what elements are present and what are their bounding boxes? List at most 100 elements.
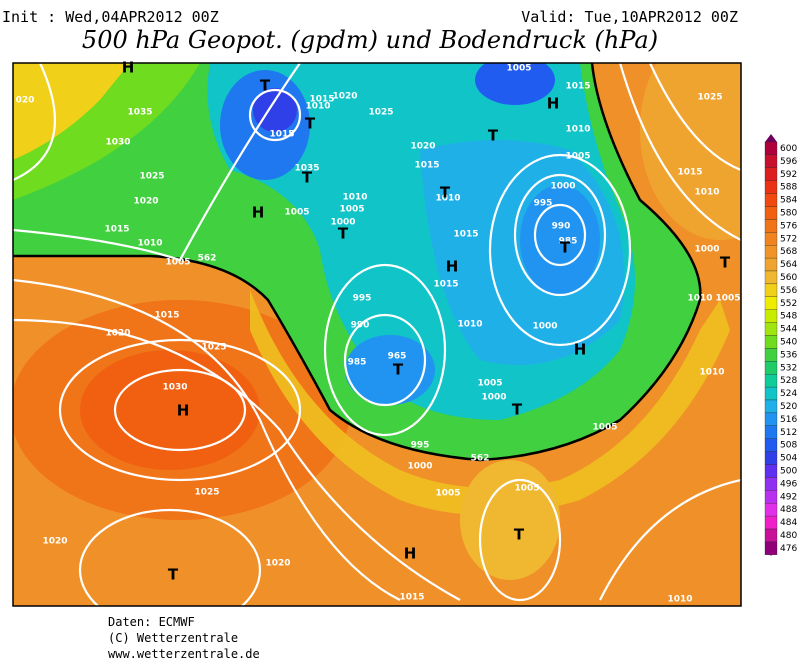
isobar-label: 1025 bbox=[201, 343, 226, 353]
isobar-label: 1015 bbox=[154, 311, 179, 321]
isobar-label: 1020 bbox=[410, 142, 435, 152]
isobar-label: 1020 bbox=[265, 559, 290, 569]
colorbar-swatch bbox=[764, 193, 778, 207]
colorbar-swatch bbox=[764, 451, 778, 465]
isobar-label: 1010 bbox=[699, 368, 724, 378]
colorbar-swatch bbox=[764, 374, 778, 388]
colorbar-label: 524 bbox=[780, 389, 797, 399]
isobar-label: 1000 bbox=[694, 245, 719, 255]
colorbar-swatch bbox=[764, 335, 778, 349]
colorbar-swatch bbox=[764, 464, 778, 478]
colorbar-label: 480 bbox=[780, 531, 797, 541]
colorbar-swatch bbox=[764, 167, 778, 181]
colorbar-swatch bbox=[764, 386, 778, 401]
colorbar-label: 600 bbox=[780, 144, 797, 154]
colorbar-label: 500 bbox=[780, 466, 797, 476]
isobar-label: 1020 bbox=[42, 537, 67, 547]
copyright: (C) Wetterzentrale bbox=[108, 631, 238, 645]
isobar-label: 1005 bbox=[339, 205, 364, 215]
colorbar-label: 504 bbox=[780, 454, 797, 464]
isobar-label: 1020 bbox=[332, 92, 357, 102]
colorbar-swatch bbox=[764, 503, 778, 517]
isobar-label: 1000 bbox=[481, 393, 506, 403]
map-field bbox=[13, 63, 741, 606]
colorbar-swatch bbox=[764, 528, 778, 543]
colorbar-label: 556 bbox=[780, 286, 797, 296]
colorbar-label: 544 bbox=[780, 325, 797, 335]
isobar-label: 995 bbox=[411, 441, 430, 451]
colorbar-swatch bbox=[764, 219, 778, 233]
colorbar-swatch bbox=[764, 257, 778, 272]
isobar-label: 1005 bbox=[565, 152, 590, 162]
isobar-label: 1015 bbox=[104, 225, 129, 235]
isobar-label: 1010 bbox=[667, 595, 692, 605]
pressure-center: T bbox=[512, 401, 523, 419]
isobar-label: 1010 bbox=[687, 294, 712, 304]
colorbar-label: 552 bbox=[780, 299, 797, 309]
colorbar-label: 528 bbox=[780, 376, 797, 386]
init-time: Init : Wed,04APR2012 00Z bbox=[2, 8, 219, 26]
isobar-label: 1000 bbox=[330, 218, 355, 228]
colorbar-swatch bbox=[764, 412, 778, 426]
isobar-label: 1015 bbox=[399, 593, 424, 603]
colorbar-label: 548 bbox=[780, 312, 797, 322]
map-title: 500 hPa Geopot. (gpdm) und Bodendruck (h… bbox=[82, 26, 658, 54]
colorbar-label: 560 bbox=[780, 273, 797, 283]
colorbar-swatch bbox=[764, 180, 778, 194]
isobar-label: 1015 bbox=[414, 161, 439, 171]
isobar-label: 1005 bbox=[592, 423, 617, 433]
colorbar-label: 532 bbox=[780, 363, 797, 373]
pressure-center: T bbox=[302, 169, 313, 187]
colorbar-label: 564 bbox=[780, 260, 797, 270]
colorbar-label: 484 bbox=[780, 518, 797, 528]
colorbar-label: 512 bbox=[780, 428, 797, 438]
pressure-center: T bbox=[514, 526, 525, 544]
pressure-center: H bbox=[177, 402, 190, 420]
isobar-label: 1025 bbox=[194, 488, 219, 498]
pressure-center: T bbox=[168, 566, 179, 584]
isobar-label: 020 bbox=[16, 96, 35, 106]
isobar-label: 1005 bbox=[477, 379, 502, 389]
colorbar-swatch bbox=[764, 361, 778, 375]
pressure-center: H bbox=[122, 59, 135, 77]
colorbar-swatch bbox=[764, 477, 778, 491]
isobar-label: 562 bbox=[471, 454, 490, 464]
pressure-center: T bbox=[488, 127, 499, 145]
isobar-label: 1030 bbox=[162, 383, 187, 393]
colorbar-swatch bbox=[764, 322, 778, 336]
colorbar-swatch bbox=[764, 309, 778, 323]
isobar-label: 1005 bbox=[514, 484, 539, 494]
colorbar-swatch bbox=[764, 425, 778, 439]
colorbar-swatch bbox=[764, 245, 778, 259]
isobar-label: 1020 bbox=[133, 197, 158, 207]
colorbar-label: 476 bbox=[780, 544, 797, 554]
isobar-label: 1005 bbox=[715, 294, 740, 304]
isobar-label: 1005 bbox=[165, 258, 190, 268]
colorbar-label: 492 bbox=[780, 492, 797, 502]
colorbar-label: 508 bbox=[780, 441, 797, 451]
isobar-label: 1005 bbox=[435, 489, 460, 499]
isobar-label: 995 bbox=[353, 294, 372, 304]
pressure-center: H bbox=[446, 258, 459, 276]
pressure-center: H bbox=[404, 545, 417, 563]
isobar-label: 1030 bbox=[105, 138, 130, 148]
colorbar-label: 516 bbox=[780, 415, 797, 425]
valid-time: Valid: Tue,10APR2012 00Z bbox=[521, 8, 738, 26]
isobar-label: 1010 bbox=[305, 102, 330, 112]
isobar-label: 1000 bbox=[532, 322, 557, 332]
pressure-center: T bbox=[338, 225, 349, 243]
pressure-center: H bbox=[547, 95, 560, 113]
isobar-label: 1035 bbox=[127, 108, 152, 118]
colorbar-swatch bbox=[764, 270, 778, 285]
pressure-center: T bbox=[440, 184, 451, 202]
colorbar-swatch bbox=[764, 232, 778, 246]
isobar-label: 1025 bbox=[368, 108, 393, 118]
colorbar-label: 576 bbox=[780, 221, 797, 231]
colorbar-swatch bbox=[764, 399, 778, 414]
colorbar-label: 588 bbox=[780, 183, 797, 193]
website: www.wetterzentrale.de bbox=[108, 647, 260, 661]
pressure-center: T bbox=[260, 77, 271, 95]
isobar-label: 1020 bbox=[105, 329, 130, 339]
isobar-label: 562 bbox=[198, 254, 217, 264]
